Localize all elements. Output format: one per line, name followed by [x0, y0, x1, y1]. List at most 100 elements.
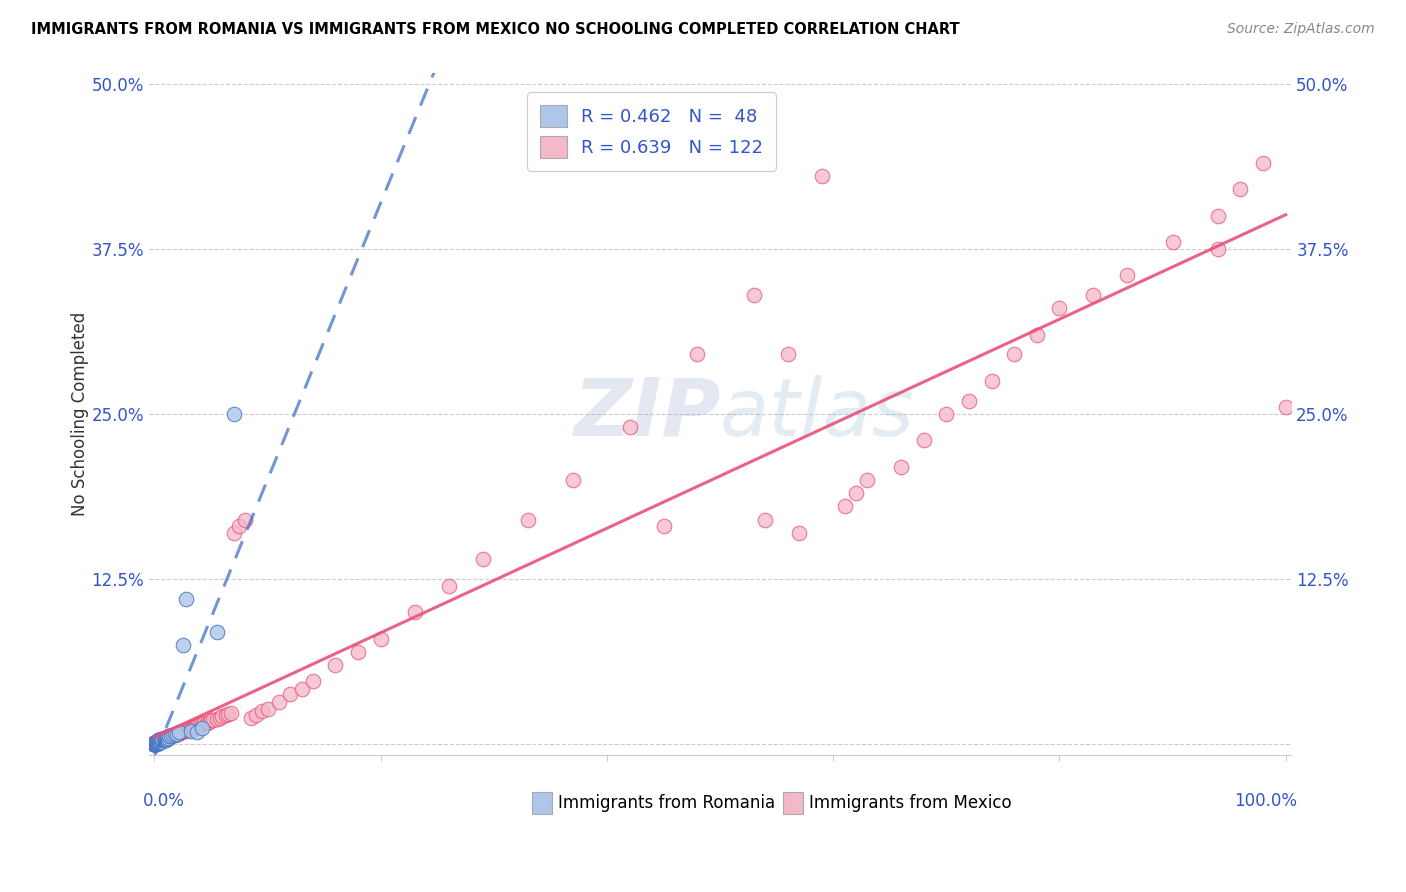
Point [145, 734, 167, 748]
Point [145, 737, 167, 751]
Point [163, 728, 186, 742]
Point [152, 731, 174, 746]
Point [150, 731, 173, 746]
Point [239, 711, 262, 725]
Point [156, 731, 179, 746]
Point [221, 706, 243, 720]
Point [180, 722, 202, 736]
Point [205, 624, 228, 639]
Point [149, 733, 172, 747]
Point [143, 736, 166, 750]
Point [1002, 347, 1025, 361]
Point [912, 434, 935, 448]
Point [193, 716, 215, 731]
Point [845, 486, 868, 500]
Point [146, 734, 169, 748]
Point [228, 519, 250, 533]
Text: atlas: atlas [720, 375, 915, 453]
Point [145, 736, 167, 750]
Point [146, 736, 169, 750]
Point [145, 734, 167, 748]
Point [347, 645, 370, 659]
Point [155, 731, 177, 746]
Point [157, 729, 180, 743]
Point [856, 473, 879, 487]
Point [150, 734, 173, 748]
Point [935, 407, 957, 421]
Point [211, 709, 233, 723]
Point [157, 729, 180, 743]
Point [471, 552, 494, 566]
Point [160, 729, 183, 743]
Point [980, 374, 1002, 388]
Point [145, 736, 167, 750]
Point [169, 725, 191, 739]
Point [776, 347, 799, 361]
Point [686, 347, 709, 361]
Point [215, 708, 238, 723]
Point [754, 513, 776, 527]
Point [619, 420, 641, 434]
Point [153, 731, 176, 745]
Point [165, 726, 187, 740]
Point [152, 731, 174, 746]
Point [148, 733, 170, 747]
Point [166, 726, 188, 740]
Point [143, 737, 166, 751]
Point [217, 706, 239, 721]
Text: Source: ZipAtlas.com: Source: ZipAtlas.com [1227, 22, 1375, 37]
Point [152, 731, 174, 746]
Point [188, 717, 211, 731]
Point [143, 736, 166, 750]
Point [167, 726, 190, 740]
Point [143, 737, 166, 751]
Point [174, 723, 197, 737]
Point [811, 169, 834, 183]
Point [172, 638, 194, 652]
Point [157, 731, 180, 745]
Point [145, 737, 167, 751]
Point [145, 734, 167, 748]
Point [183, 720, 205, 734]
Point [222, 407, 245, 421]
Point [143, 737, 166, 751]
Point [222, 525, 245, 540]
Point [1083, 288, 1105, 302]
Point [169, 725, 191, 739]
Point [162, 728, 184, 742]
Point [186, 719, 208, 733]
Point [145, 734, 167, 748]
Point [233, 513, 256, 527]
Y-axis label: No Schooling Completed: No Schooling Completed [72, 312, 89, 516]
Point [173, 724, 195, 739]
Point [1161, 235, 1184, 249]
Text: Immigrants from Romania: Immigrants from Romania [558, 794, 775, 813]
Text: 100.0%: 100.0% [1234, 792, 1298, 810]
Text: 0.0%: 0.0% [143, 792, 186, 810]
Point [143, 736, 166, 750]
Point [209, 711, 232, 725]
Point [159, 729, 181, 743]
Point [152, 733, 174, 747]
Point [160, 728, 183, 742]
Point [652, 519, 675, 533]
Point [1251, 156, 1274, 170]
Point [145, 736, 167, 750]
Point [370, 632, 392, 646]
Point [180, 724, 202, 739]
FancyBboxPatch shape [783, 792, 803, 814]
Point [148, 734, 170, 748]
Point [290, 681, 312, 696]
Point [143, 737, 166, 751]
Point [153, 731, 176, 745]
Point [157, 731, 180, 745]
Point [278, 687, 301, 701]
Point [172, 724, 194, 739]
Point [186, 725, 208, 739]
Point [191, 722, 214, 736]
Point [150, 733, 173, 747]
Point [149, 733, 172, 747]
Point [245, 708, 267, 723]
Text: ZIP: ZIP [572, 375, 720, 453]
Point [146, 734, 169, 748]
